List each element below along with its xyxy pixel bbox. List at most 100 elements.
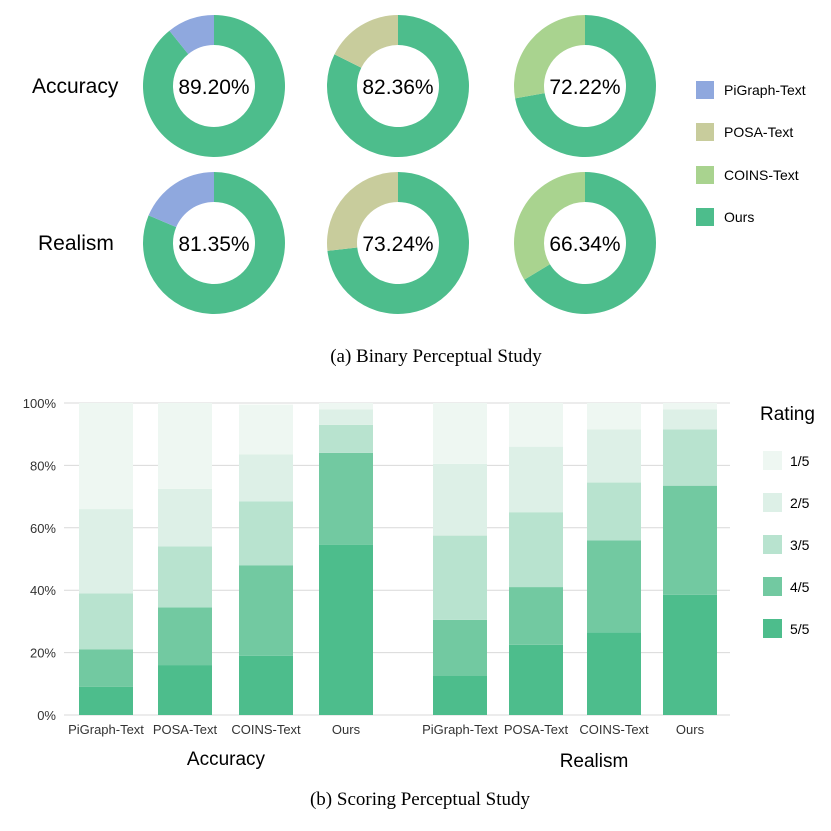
row-label-accuracy: Accuracy bbox=[32, 75, 119, 98]
donut-legend: PiGraph-Text POSA-Text COINS-Text Ours bbox=[696, 81, 806, 226]
donut-accuracy-pigraph: 89.20% bbox=[143, 15, 285, 158]
donut-realism-coins: 66.34% bbox=[513, 172, 656, 314]
bar-segment-4-of-5 bbox=[79, 649, 133, 687]
y-tick-label: 100% bbox=[23, 396, 57, 411]
y-tick-label: 60% bbox=[30, 521, 56, 536]
bar-segment-5-of-5 bbox=[433, 676, 487, 715]
x-tick-label: PiGraph-Text bbox=[422, 722, 498, 737]
x-tick-label: POSA-Text bbox=[504, 722, 569, 737]
bar-panel: 0% 20% 40% 60% 80% 100% PiGraph-Text POSA-Text… bbox=[23, 396, 815, 810]
donut-slice-coins-realism bbox=[513, 172, 585, 280]
donut-slice-posa-accuracy bbox=[334, 15, 398, 68]
rating-legend-label: 5/5 bbox=[790, 621, 810, 637]
bar-segment-1-of-5 bbox=[587, 403, 641, 430]
stacked-bar bbox=[433, 403, 487, 715]
bar-segment-3-of-5 bbox=[239, 501, 293, 566]
bar-segment-4-of-5 bbox=[319, 452, 373, 545]
donut-value-accuracy-coins: 72.22% bbox=[549, 76, 620, 99]
rating-legend-title: Rating bbox=[760, 404, 815, 425]
donut-accuracy-posa: 82.36% bbox=[327, 15, 470, 157]
rating-legend-label: 2/5 bbox=[790, 495, 810, 511]
donut-slice-ours-accuracy-pigraph bbox=[143, 15, 285, 158]
group-label-realism: Realism bbox=[560, 751, 629, 772]
rating-legend: Rating 1/5 2/5 3/5 4/5 5/5 bbox=[760, 404, 815, 638]
stacked-bar bbox=[509, 403, 563, 715]
bar-segment-5-of-5 bbox=[239, 655, 293, 715]
bar-segment-5-of-5 bbox=[158, 665, 212, 715]
donut-slice-pigraph-accuracy bbox=[169, 15, 214, 55]
legend-swatch-coins bbox=[696, 166, 714, 184]
stacked-bar bbox=[158, 403, 212, 715]
bar-segment-2-of-5 bbox=[239, 454, 293, 502]
x-tick-label: PiGraph-Text bbox=[68, 722, 144, 737]
bar-segment-2-of-5 bbox=[79, 509, 133, 594]
x-tick-label: Ours bbox=[332, 722, 361, 737]
bar-segment-1-of-5 bbox=[509, 403, 563, 447]
rating-legend-label: 4/5 bbox=[790, 579, 810, 595]
donut-panel: Accuracy Realism 89.20% 82.36% 72.22% 81.35… bbox=[32, 15, 806, 367]
bar-segment-1-of-5 bbox=[158, 403, 212, 489]
bar-segment-3-of-5 bbox=[509, 512, 563, 588]
caption-a: (a) Binary Perceptual Study bbox=[330, 346, 542, 367]
rating-legend-swatch bbox=[763, 451, 782, 470]
donut-slice-ours-accuracy-posa bbox=[327, 15, 470, 157]
y-tick-label: 80% bbox=[30, 458, 56, 473]
bar-segment-2-of-5 bbox=[509, 446, 563, 513]
bar-segment-2-of-5 bbox=[158, 488, 212, 547]
stacked-bar bbox=[319, 403, 373, 715]
donut-grid: 89.20% 82.36% 72.22% 81.35% 73.24% 66.34% bbox=[143, 15, 656, 315]
rating-legend-swatch bbox=[763, 493, 782, 512]
bar-segment-1-of-5 bbox=[239, 404, 293, 455]
bar-segment-3-of-5 bbox=[587, 482, 641, 541]
donut-slice-ours-accuracy-coins bbox=[515, 15, 656, 158]
bar-segment-4-of-5 bbox=[509, 587, 563, 645]
bar-segment-5-of-5 bbox=[509, 644, 563, 715]
bar-segment-4-of-5 bbox=[433, 619, 487, 676]
legend-label-pigraph: PiGraph-Text bbox=[724, 82, 806, 98]
rating-legend-label: 1/5 bbox=[790, 453, 810, 469]
rating-legend-swatch bbox=[763, 577, 782, 596]
donut-slice-pigraph-realism bbox=[148, 172, 214, 228]
donut-value-realism-posa: 73.24% bbox=[362, 233, 433, 256]
legend-swatch-pigraph bbox=[696, 81, 714, 99]
bar-segment-1-of-5 bbox=[319, 403, 373, 410]
stacked-bar bbox=[239, 404, 293, 715]
stacked-bar bbox=[587, 403, 641, 715]
bar-segment-2-of-5 bbox=[663, 409, 717, 430]
y-tick-label: 20% bbox=[30, 646, 56, 661]
rating-legend-label: 3/5 bbox=[790, 537, 810, 553]
y-tick-label: 40% bbox=[30, 583, 56, 598]
donut-realism-pigraph: 81.35% bbox=[143, 172, 285, 315]
donut-value-realism-coins: 66.34% bbox=[549, 233, 620, 256]
bar-segment-2-of-5 bbox=[587, 429, 641, 483]
donut-value-accuracy-posa: 82.36% bbox=[362, 76, 433, 99]
rating-legend-swatch bbox=[763, 535, 782, 554]
bar-segment-4-of-5 bbox=[587, 540, 641, 633]
x-tick-label: COINS-Text bbox=[231, 722, 301, 737]
legend-label-ours: Ours bbox=[724, 209, 754, 225]
x-tick-label: Ours bbox=[676, 722, 705, 737]
x-axis: PiGraph-Text POSA-Text COINS-Text Ours PiGra… bbox=[68, 722, 705, 737]
bar-segment-5-of-5 bbox=[319, 544, 373, 715]
rating-legend-swatch bbox=[763, 619, 782, 638]
donut-accuracy-coins: 72.22% bbox=[514, 15, 656, 158]
donut-value-realism-pigraph: 81.35% bbox=[178, 233, 249, 256]
donut-slice-ours-realism-pigraph bbox=[143, 172, 285, 315]
donut-realism-posa: 73.24% bbox=[327, 172, 469, 314]
bar-segment-1-of-5 bbox=[79, 403, 133, 510]
bar-segment-4-of-5 bbox=[239, 565, 293, 656]
donut-slice-coins-accuracy bbox=[514, 15, 585, 99]
legend-label-coins: COINS-Text bbox=[724, 167, 799, 183]
bar-segment-3-of-5 bbox=[319, 424, 373, 453]
bar-segment-1-of-5 bbox=[433, 403, 487, 464]
donut-slice-ours-realism-posa bbox=[327, 172, 469, 314]
bar-segment-3-of-5 bbox=[79, 593, 133, 650]
legend-swatch-ours bbox=[696, 208, 714, 226]
bar-segment-4-of-5 bbox=[158, 607, 212, 666]
group-label-accuracy: Accuracy bbox=[187, 749, 266, 770]
stacked-bars bbox=[79, 403, 717, 715]
y-tick-label: 0% bbox=[37, 708, 56, 723]
bar-segment-5-of-5 bbox=[79, 686, 133, 715]
bar-segment-5-of-5 bbox=[663, 594, 717, 715]
bar-segment-1-of-5 bbox=[663, 403, 717, 410]
